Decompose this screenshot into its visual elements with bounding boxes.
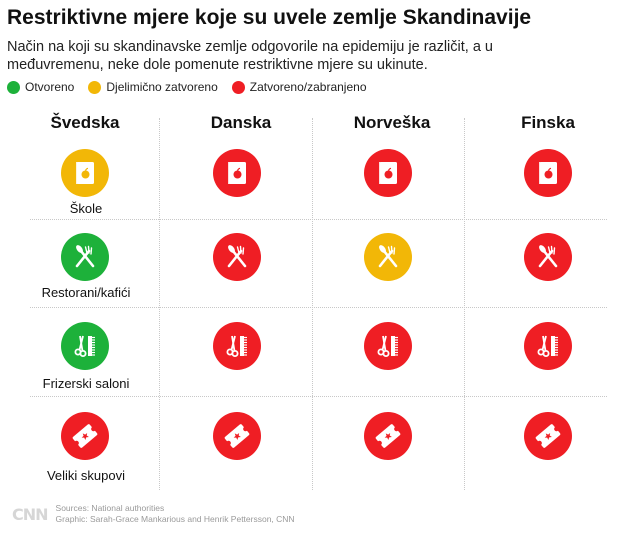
legend-item-closed: Zatvoreno/zabranjeno bbox=[231, 80, 367, 94]
restaurant-icon bbox=[61, 233, 109, 281]
row-divider bbox=[30, 307, 607, 308]
column-divider bbox=[159, 118, 160, 490]
school-icon bbox=[524, 149, 572, 197]
hairdresser-icon bbox=[213, 322, 261, 370]
row-label-large-gatherings: Veliki skupovi bbox=[46, 468, 126, 483]
cnn-logo: CNN bbox=[12, 504, 49, 524]
legend-label-partial: Djelimično zatvoreno bbox=[106, 80, 218, 94]
ticket-icon bbox=[213, 412, 261, 460]
footer: CNN Sources: National authorities Graphi… bbox=[12, 503, 295, 525]
column-header-norway: Norveška bbox=[353, 113, 431, 132]
hairdresser-icon bbox=[524, 322, 572, 370]
school-icon bbox=[213, 149, 261, 197]
footer-credits: Sources: National authorities Graphic: S… bbox=[56, 503, 295, 525]
column-header-denmark: Danska bbox=[210, 113, 272, 132]
row-divider bbox=[30, 219, 607, 220]
legend: Otvoreno Djelimično zatvoreno Zatvoreno/… bbox=[7, 80, 381, 94]
restaurant-icon bbox=[364, 233, 412, 281]
legend-label-closed: Zatvoreno/zabranjeno bbox=[249, 80, 367, 94]
school-icon bbox=[61, 149, 109, 197]
hairdresser-icon bbox=[61, 322, 109, 370]
school-icon bbox=[364, 149, 412, 197]
ticket-icon bbox=[61, 412, 109, 460]
legend-dot-partial bbox=[88, 80, 102, 94]
ticket-icon bbox=[364, 412, 412, 460]
legend-dot-closed bbox=[231, 80, 245, 94]
column-header-sweden: Švedska bbox=[50, 113, 120, 132]
hairdresser-icon bbox=[364, 322, 412, 370]
page-title: Restriktivne mjere koje su uvele zemlje … bbox=[7, 6, 532, 29]
column-header-finland: Finska bbox=[521, 113, 575, 132]
legend-dot-open bbox=[7, 80, 20, 94]
legend-item-open: Otvoreno bbox=[7, 80, 74, 94]
ticket-icon bbox=[524, 412, 572, 460]
restaurant-icon bbox=[524, 233, 572, 281]
row-label-hairdressers: Frizerski saloni bbox=[42, 376, 130, 391]
column-divider bbox=[312, 118, 313, 490]
row-divider bbox=[30, 396, 607, 397]
legend-label-open: Otvoreno bbox=[25, 80, 75, 94]
legend-item-partial: Djelimično zatvoreno bbox=[88, 80, 218, 94]
row-label-restaurants: Restorani/kafići bbox=[41, 285, 131, 300]
footer-graphic-credit: Graphic: Sarah-Grace Mankarious and Henr… bbox=[55, 514, 295, 524]
restaurant-icon bbox=[213, 233, 261, 281]
footer-sources: Sources: National authorities bbox=[55, 503, 165, 513]
column-divider bbox=[464, 118, 465, 490]
page-subtitle: Način na koji su skandinavske zemlje odg… bbox=[7, 39, 493, 73]
row-label-schools: Škole bbox=[69, 201, 103, 216]
